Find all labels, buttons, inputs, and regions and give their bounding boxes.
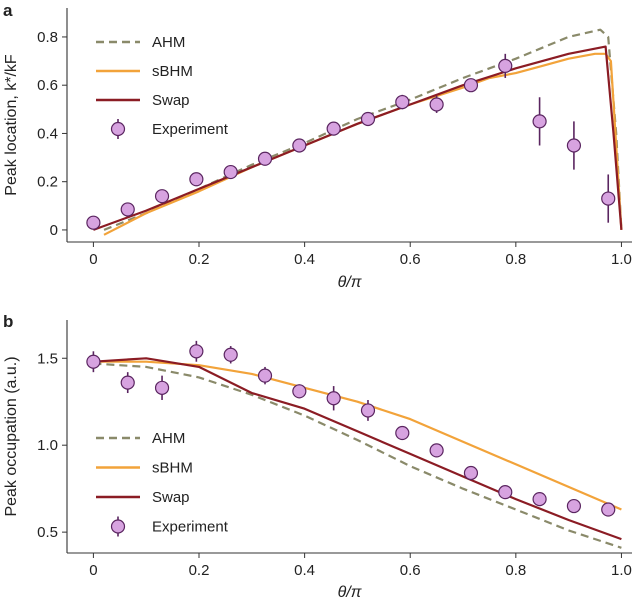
panel-b-series-ahm-line [93,362,622,549]
panel-a-y-tick-label: 0.6 [37,77,58,94]
panel-a-experiment-point [86,215,101,230]
panel-b-experiment-point [360,403,376,418]
panel-a-series-sbhm-line [103,52,623,236]
panel-a-x-axis-label: θ/π [338,274,362,291]
panel-a-y-tick-label: 0.8 [37,29,58,46]
panel-a-experiment-point [566,138,582,153]
panel-b-experiment-point [292,384,307,399]
panel-a-experiment-point [257,151,273,166]
panel-a-legend-ahm-label: AHM [152,34,185,51]
panel-b-y-tick-label: 1.0 [37,437,58,454]
panel-b-experiment-point [429,443,444,458]
panel-a-x-tick-label: 0.6 [400,251,421,268]
panel-b-x-axis-label: θ/π [338,584,362,601]
panel-a-experiment-point [498,58,513,73]
panel-b-experiment-point [257,368,273,383]
panel-a-experiment-point [360,111,376,127]
panel-b-experiment-point [395,425,410,441]
panel-a-x-tick-label: 0.8 [505,251,526,268]
panel-b-experiment-point [566,498,582,514]
panel-a-experiment-point [154,189,170,204]
panel-b-y-tick-label: 0.5 [37,524,58,541]
panel-b-x-tick-label: 0.4 [294,562,315,579]
panel-a-x-tick-label: 0 [89,251,97,268]
panel-a-experiment-point [601,191,616,206]
panel-a-x-tick-label: 0.4 [294,251,315,268]
panel-b-experiment-point [154,380,170,395]
panel-letter-a: a [3,1,13,20]
panel-a-chart: 0 0.2 0.4 0.6 0.8 1.0 0 0.2 0.4 0.6 0.8 θ/π Peak loc… [3,8,632,291]
panel-b-experiment-point [601,502,616,517]
panel-a-y-axis-label: Peak location, k*/kF [3,54,20,196]
panel-b-experiment-point [223,347,238,362]
panel-b-experiment-point [120,375,135,390]
panel-a-y-tick-label: 0.2 [37,174,58,191]
panel-b-x-tick-label: 0.6 [400,562,421,579]
panel-b-experiment-point [86,354,101,369]
panel-a-experiment-point [189,172,204,187]
panel-a-y-tick-label: 0 [50,222,58,239]
panel-b-x-tick-label: 0.8 [505,562,526,579]
panel-a-legend-experiment-label: Experiment [152,121,229,138]
panel-b-x-tick-label: 0.2 [189,562,210,579]
panel-letter-b: b [3,312,13,331]
panel-b-x-tick-label: 1.0 [611,562,632,579]
panel-b-experiment-point [326,391,341,406]
panel-a-experiment-point [223,164,238,180]
panel-a-experiment-point [429,97,444,112]
panel-b-series-swap-line [93,357,622,541]
panel-a-y-tick-label: 0.4 [37,125,58,142]
panel-a-legend-sbhm-label: sBHM [152,63,193,80]
panel-a-legend-experiment-marker [110,121,126,137]
panel-b-legend-ahm-label: AHM [152,430,185,447]
panel-b-experiment-point [189,344,204,359]
panel-b-experiment-point [463,465,479,481]
panel-b-y-tick-label: 1.5 [37,350,58,367]
panel-a-x-tick-label: 0.2 [189,251,210,268]
panel-a-experiment-point [120,202,135,217]
panel-b-legend-sbhm-label: sBHM [152,460,193,477]
panel-a-x-tick-label: 1.0 [611,251,632,268]
panel-a-experiment-point [463,78,479,93]
panel-b-legend-swap-label: Swap [152,489,190,506]
panel-a-experiment-point [326,121,341,136]
panel-b-legend-experiment-label: Experiment [152,519,229,536]
panel-a-experiment-point [292,138,307,153]
panel-a-experiment-point [532,114,547,129]
panel-a-experiment-point [395,94,410,110]
panel-b-experiment-point [532,491,547,507]
panel-b-experiment-point [498,485,513,500]
panel-b-legend-experiment-marker [110,519,126,534]
panel-b-x-tick-label: 0 [89,562,97,579]
panel-b-y-axis-label: Peak occupation (a.u.) [3,356,20,516]
panel-a-legend-swap-label: Swap [152,92,190,109]
panel-a-series-swap-line [93,45,623,231]
panel-b-chart: 0 0.2 0.4 0.6 0.8 1.0 0.5 1.0 1.5 θ/π Peak occupat… [3,320,632,601]
